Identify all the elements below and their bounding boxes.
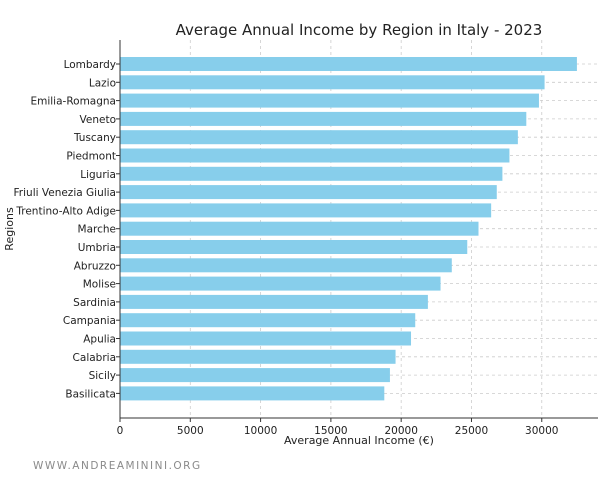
category-label: Lazio	[89, 77, 116, 89]
bar-molise	[120, 276, 441, 291]
category-label: Umbria	[78, 242, 116, 254]
category-label: Campania	[63, 315, 116, 327]
bar-lombardy	[120, 57, 577, 71]
category-label: Veneto	[80, 114, 116, 126]
category-label: Apulia	[83, 334, 116, 346]
bar-liguria	[120, 166, 503, 181]
y-axis-label: Regions	[3, 207, 16, 251]
bar-veneto	[120, 111, 527, 126]
x-tick-label: 30000	[525, 425, 558, 437]
category-label: Piedmont	[66, 151, 116, 163]
x-tick-label: 0	[117, 425, 124, 437]
category-label: Abruzzo	[74, 260, 116, 272]
x-tick-label: 20000	[384, 425, 417, 437]
bar-lazio	[120, 75, 545, 90]
bars	[120, 57, 577, 401]
bar-trentino-alto-adige	[120, 203, 492, 218]
bar-basilicata	[120, 386, 385, 401]
bar-campania	[120, 313, 416, 328]
category-label: Marche	[78, 224, 116, 236]
x-ticks: 0 5000 10000 15000 20000 25000 30000	[117, 418, 558, 437]
category-label: Liguria	[80, 169, 116, 181]
category-label: Friuli Venezia Giulia	[14, 187, 116, 199]
category-label: Basilicata	[65, 388, 116, 400]
category-label: Sardinia	[73, 297, 116, 309]
category-label: Molise	[83, 279, 116, 291]
bar-apulia	[120, 331, 412, 346]
chart-title: Average Annual Income by Region in Italy…	[176, 21, 543, 39]
bar-sicily	[120, 368, 390, 383]
watermark: WWW.ANDREAMININI.ORG	[33, 460, 202, 472]
bar-abruzzo	[120, 258, 452, 273]
x-axis-label: Average Annual Income (€)	[284, 434, 434, 447]
category-label: Lombardy	[64, 59, 116, 71]
bar-friuli-venezia-giulia	[120, 185, 497, 200]
bar-umbria	[120, 240, 468, 254]
bar-piedmont	[120, 148, 510, 163]
category-label: Emilia-Romagna	[30, 96, 116, 108]
x-tick-label: 10000	[244, 425, 277, 437]
category-label: Sicily	[89, 370, 116, 382]
bar-calabria	[120, 349, 396, 364]
bar-sardinia	[120, 294, 428, 309]
bar-tuscany	[120, 130, 518, 145]
x-tick-label: 25000	[455, 425, 488, 437]
bar-emilia-romagna	[120, 93, 539, 108]
bar-marche	[120, 221, 479, 236]
x-tick-label: 5000	[177, 425, 204, 437]
category-label: Tuscany	[73, 132, 116, 144]
category-label: Calabria	[73, 352, 116, 364]
category-label: Trentino-Alto Adige	[15, 205, 116, 217]
x-tick-label: 15000	[314, 425, 347, 437]
y-ticks: Lombardy Lazio Emilia-Romagna Veneto Tuscany…	[14, 59, 120, 400]
